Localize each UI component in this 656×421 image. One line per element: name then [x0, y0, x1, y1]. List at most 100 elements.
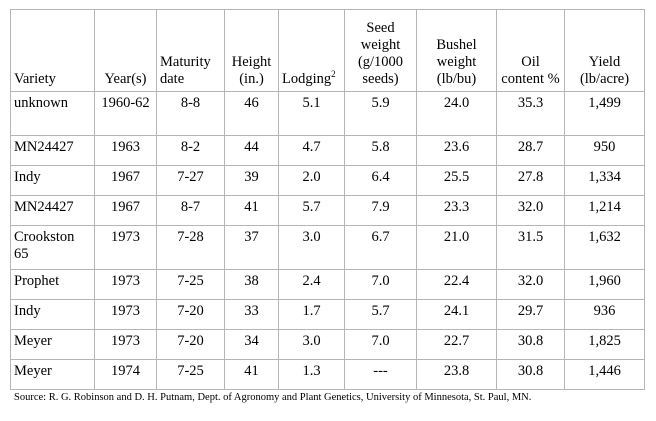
column-header-label: Height (in.): [231, 54, 272, 87]
table-cell: 7-27: [156, 165, 225, 196]
column-header: Variety: [10, 9, 95, 92]
table-cell: 31.5: [496, 225, 565, 270]
source-note: Source: R. G. Robinson and D. H. Putnam,…: [14, 392, 532, 403]
table-cell: 3.0: [278, 225, 345, 270]
table-cell: 2.4: [278, 269, 345, 300]
table-row: Meyer 1974 7-25 41 1.3 --- 23.8 30.8 1,446: [10, 359, 645, 390]
table-cell: 5.9: [344, 91, 417, 136]
table-cell: 32.0: [496, 195, 565, 226]
table-cell: 32.0: [496, 269, 565, 300]
table-cell: 38: [224, 269, 279, 300]
table-cell: 1973: [94, 299, 157, 330]
table-cell: Crookston 65: [10, 225, 95, 270]
table-cell: 41: [224, 359, 279, 390]
table-cell: 33: [224, 299, 279, 330]
table-row: Indy 1967 7-27 39 2.0 6.4 25.5 27.8 1,334: [10, 165, 645, 196]
table-cell: MN24427: [10, 135, 95, 166]
table-cell: 21.0: [416, 225, 497, 270]
table-cell: 7-28: [156, 225, 225, 270]
table-cell: 1,825: [564, 329, 645, 360]
table-cell: 28.7: [496, 135, 565, 166]
table-cell: 25.5: [416, 165, 497, 196]
table-cell: MN24427: [10, 195, 95, 226]
table-cell: 7-25: [156, 359, 225, 390]
table-cell: 41: [224, 195, 279, 226]
table-cell: 23.8: [416, 359, 497, 390]
table-cell: 44: [224, 135, 279, 166]
table-row: Meyer 1973 7-20 34 3.0 7.0 22.7 30.8 1,825: [10, 329, 645, 360]
table-row: Crookston 65 1973 7-28 37 3.0 6.7 21.0 31.5 1,63…: [10, 225, 645, 270]
table-cell: 7-20: [156, 329, 225, 360]
table-cell: 1,632: [564, 225, 645, 270]
footnote-marker: 2: [331, 69, 336, 80]
column-header: Maturity date: [156, 9, 225, 92]
table-cell: 7-25: [156, 269, 225, 300]
table-header-row: Variety Year(s) Maturity date Height (in.) L…: [10, 9, 645, 92]
table-cell: 35.3: [496, 91, 565, 136]
table-cell: Indy: [10, 299, 95, 330]
table-cell: Meyer: [10, 359, 95, 390]
table-cell: 2.0: [278, 165, 345, 196]
table-cell: 950: [564, 135, 645, 166]
column-header-label: Bushel weight (lb/bu): [436, 37, 477, 87]
column-header: Seed weight (g/1000 seeds): [344, 9, 417, 92]
table-cell: 1,499: [564, 91, 645, 136]
table-cell: 39: [224, 165, 279, 196]
table-cell: 4.7: [278, 135, 345, 166]
column-header: Height (in.): [224, 9, 279, 92]
column-header: Yield (lb/acre): [564, 9, 645, 92]
column-header: Lodging2: [278, 9, 345, 92]
table-cell: 7.0: [344, 329, 417, 360]
column-header-label: Variety: [14, 71, 56, 87]
table-cell: Prophet: [10, 269, 95, 300]
table-cell: 24.1: [416, 299, 497, 330]
table-cell: 1,214: [564, 195, 645, 226]
table-cell: 7.9: [344, 195, 417, 226]
table-cell: 34: [224, 329, 279, 360]
table-cell: 1,334: [564, 165, 645, 196]
table-cell: 24.0: [416, 91, 497, 136]
table-cell: 6.4: [344, 165, 417, 196]
table-cell: ---: [344, 359, 417, 390]
table-cell: 22.7: [416, 329, 497, 360]
table-cell: 6.7: [344, 225, 417, 270]
table-cell: 1,446: [564, 359, 645, 390]
table-cell: Meyer: [10, 329, 95, 360]
table-cell: 936: [564, 299, 645, 330]
table-cell: 5.7: [344, 299, 417, 330]
table-cell: 46: [224, 91, 279, 136]
table-cell: 29.7: [496, 299, 565, 330]
table-cell: 7.0: [344, 269, 417, 300]
column-header-label: Oil content %: [501, 54, 560, 87]
column-header: Year(s): [94, 9, 157, 92]
table-cell: unknown: [10, 91, 95, 136]
table-cell: 5.8: [344, 135, 417, 166]
table-row: unknown 1960-62 8-8 46 5.1 5.9 24.0 35.3 1,499: [10, 91, 645, 136]
table-cell: 22.4: [416, 269, 497, 300]
table-cell: Indy: [10, 165, 95, 196]
table-cell: 5.7: [278, 195, 345, 226]
table-row: Prophet 1973 7-25 38 2.4 7.0 22.4 32.0 1,960: [10, 269, 645, 300]
table-cell: 3.0: [278, 329, 345, 360]
data-table-wrapper: Variety Year(s) Maturity date Height (in.) L…: [10, 9, 645, 390]
table-cell: 5.1: [278, 91, 345, 136]
table-row: MN24427 1967 8-7 41 5.7 7.9 23.3 32.0 1,214: [10, 195, 645, 226]
table-body: unknown 1960-62 8-8 46 5.1 5.9 24.0 35.3 1,499 MN…: [10, 91, 645, 390]
column-header-label: Lodging: [282, 71, 332, 87]
sunflower-variety-table: Variety Year(s) Maturity date Height (in.) L…: [10, 9, 645, 390]
table-cell: 30.8: [496, 359, 565, 390]
table-cell: 27.8: [496, 165, 565, 196]
column-header-label: Seed weight (g/1000 seeds): [357, 20, 404, 87]
table-cell: 1,960: [564, 269, 645, 300]
table-cell: 1973: [94, 269, 157, 300]
column-header-label: Maturity date: [160, 54, 211, 87]
table-row: MN24427 1963 8-2 44 4.7 5.8 23.6 28.7 950: [10, 135, 645, 166]
table-cell: 23.6: [416, 135, 497, 166]
table-cell: 1974: [94, 359, 157, 390]
table-cell: 1973: [94, 225, 157, 270]
table-cell: 1.7: [278, 299, 345, 330]
table-cell: 8-8: [156, 91, 225, 136]
table-cell: 37: [224, 225, 279, 270]
column-header: Oil content %: [496, 9, 565, 92]
column-header: Bushel weight (lb/bu): [416, 9, 497, 92]
